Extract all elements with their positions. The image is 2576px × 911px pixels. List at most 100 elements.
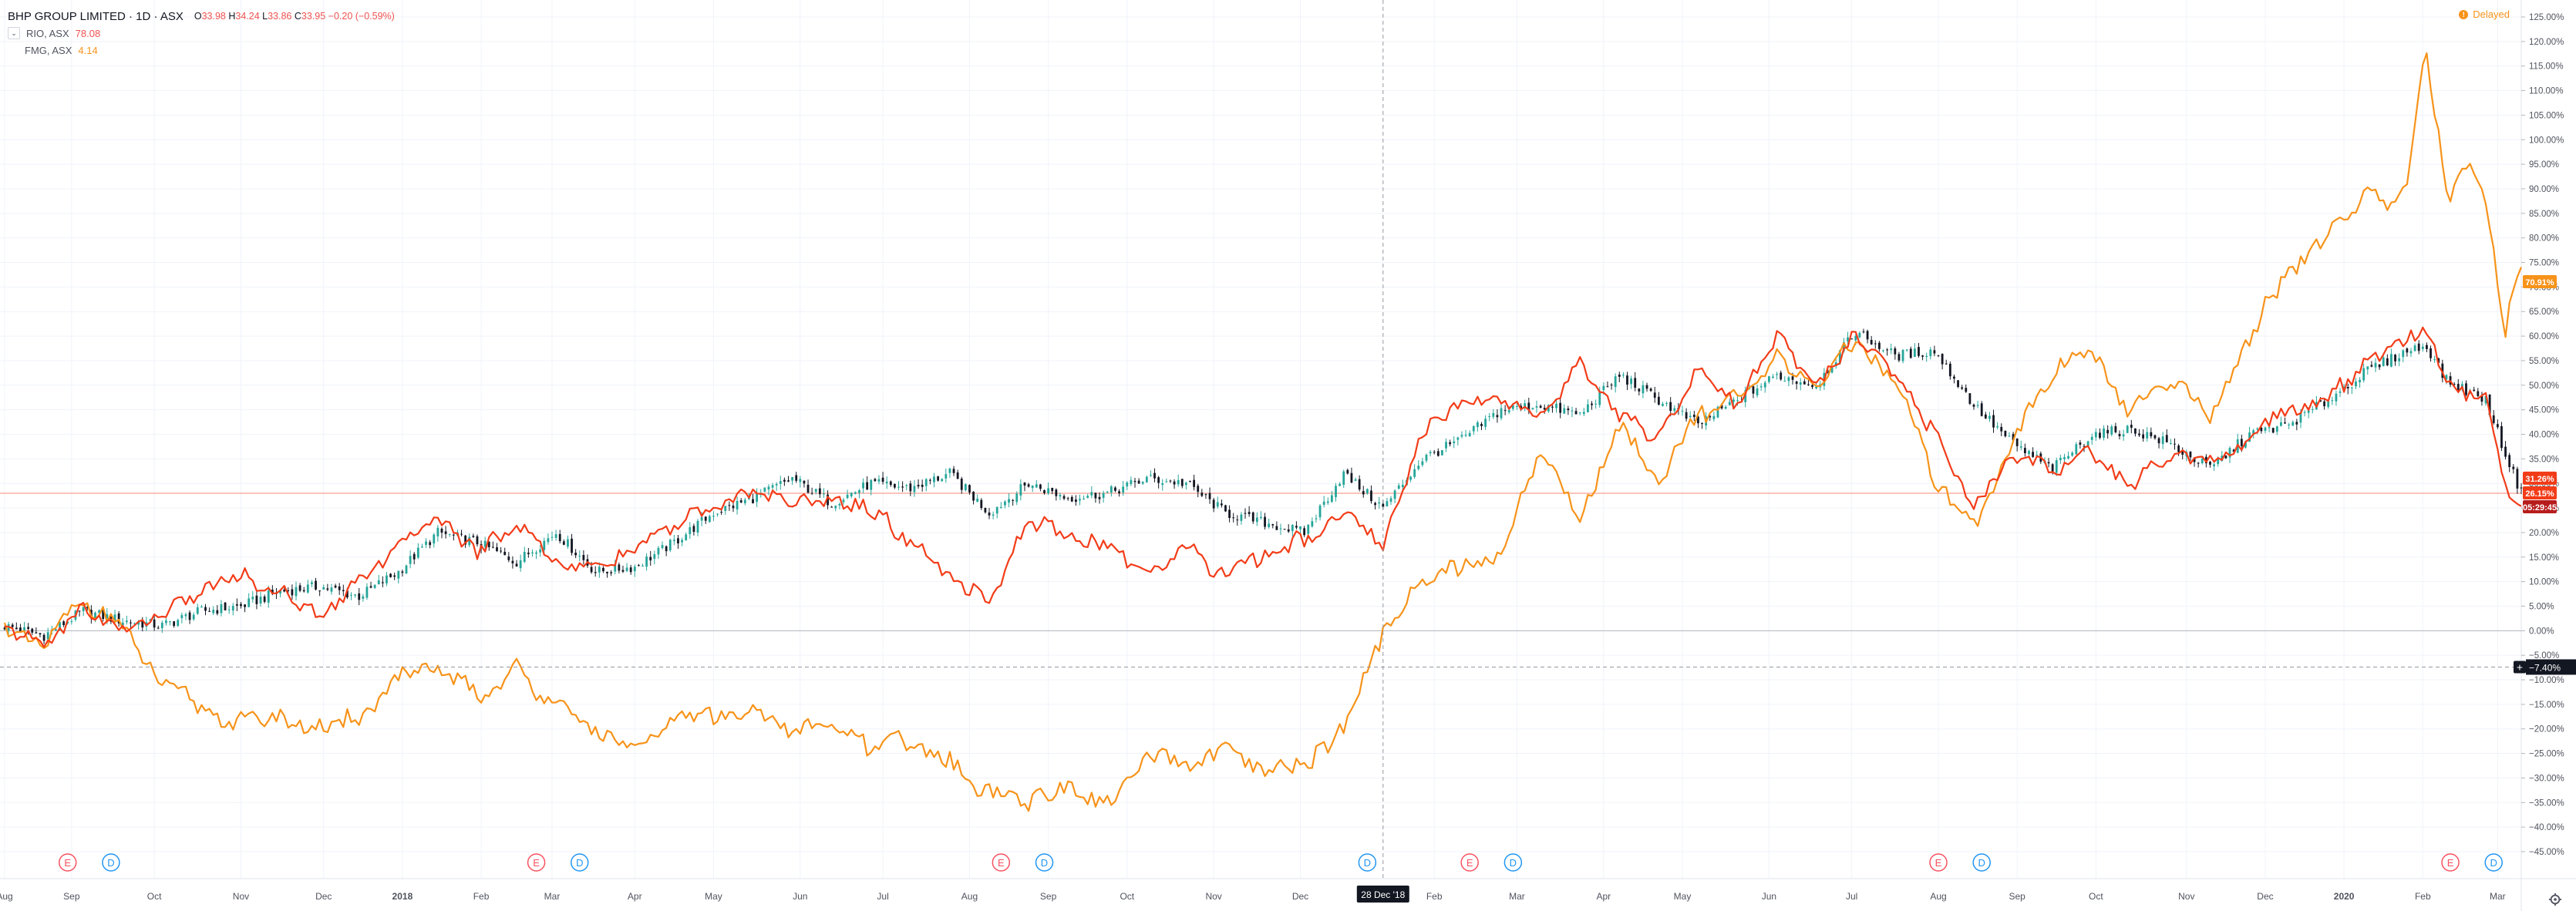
bhp-candle [1425,455,1428,461]
gear-icon[interactable] [2548,893,2562,906]
bhp-candle [1480,424,1483,426]
main-series-title: BHP GROUP LIMITED · 1D · ASX [8,9,184,23]
bhp-candle [429,542,432,546]
y-axis[interactable]: 125.00% 120.00% 115.00% 110.00% 105.00% 100.0… [2521,13,2564,857]
bhp-candle [881,477,884,482]
bhp-candle [567,539,569,547]
bhp-candle [177,620,180,627]
main-series-row[interactable]: BHP GROUP LIMITED · 1D · ASX O33.98 H34.… [8,8,395,25]
event-marker-label: D [107,857,114,869]
bhp-candle [1264,516,1266,527]
bhp-candle [637,565,640,566]
bhp-candle [1468,432,1471,437]
bhp-candle [1019,484,1022,496]
rio-last-value-label: 31.26% [2525,475,2554,484]
bhp-candle [1102,492,1105,498]
compare-row-fmg[interactable]: FMG, ASX 4.14 [8,42,395,59]
bhp-candle [1244,513,1247,514]
bhp-candle [2291,422,2295,426]
bhp-candle [1133,480,1136,482]
bhp-candle [1043,490,1046,493]
bhp-candle [2268,427,2271,429]
bhp-candle [2153,435,2157,439]
bhp-candle [1401,484,1404,488]
bhp-candle [1365,489,1369,494]
bhp-candle [2008,435,2011,437]
bhp-candle [1791,376,1794,380]
collapse-chevron-icon[interactable]: ⌄ [8,27,20,39]
bhp-candle [1524,403,1527,408]
bhp-candle [1445,442,1447,449]
bhp-candle [2252,430,2255,435]
bhp-candle [2453,384,2456,385]
bhp-candle [598,566,601,573]
bhp-candle [247,598,251,607]
bhp-candle [125,620,128,623]
rio-value: 78.08 [75,27,101,39]
bhp-candle [1062,496,1066,499]
bhp-candle [1681,411,1684,412]
bhp-candle [157,627,160,629]
bhp-candle [2390,354,2392,367]
bhp-candle [302,590,305,592]
bhp-candle [870,479,873,490]
bhp-candle [2075,444,2078,455]
bhp-candle [941,479,944,482]
bhp-candle [2271,428,2275,433]
bhp-candle [448,533,451,535]
compare-row-rio[interactable]: ⌄ RIO, ASX 78.08 [8,25,395,42]
bhp-candle [377,580,380,585]
bhp-candle [1500,408,1503,419]
bhp-candle [42,634,45,641]
bhp-candle [2339,391,2342,393]
bhp-candle [330,587,333,592]
bhp-candle [716,513,719,515]
bhp-candle [972,491,975,501]
crosshair-value-label: −7.40% [2529,662,2561,673]
x-axis[interactable]: Aug Sep Oct Nov Dec 2018 Feb Mar Apr May Jun Jul Aug… [0,891,2506,902]
y-tick-label: 35.00% [2529,455,2559,464]
x-tick-label: Aug [1930,891,1946,902]
bhp-candle [625,567,628,571]
bhp-candle [1232,517,1235,519]
fmg-last-value-box [2523,275,2557,289]
bhp-candle [2473,389,2476,392]
bhp-candle [55,629,57,631]
bhp-candle [350,594,352,596]
bhp-candle [425,541,427,545]
y-tick-label: 50.00% [2529,382,2559,391]
bhp-candle [1008,499,1010,503]
y-tick-label: 125.00% [2529,13,2564,22]
delayed-indicator[interactable]: ! Delayed [2459,8,2510,20]
y-tick-label: 65.00% [2529,308,2559,317]
bhp-candle [1421,461,1424,466]
y-tick-label: 5.00% [2529,602,2554,611]
bhp-candle [263,597,266,602]
bhp-candle [287,590,290,591]
bhp-candle [554,534,557,538]
bhp-candle [365,587,369,598]
bhp-candle [2083,445,2086,447]
x-tick-label: Jul [1846,891,1857,902]
bhp-candle [1591,403,1593,405]
y-tick-label: −10.00% [2529,676,2564,685]
y-tick-label: 85.00% [2529,210,2559,219]
bhp-candle [476,536,479,545]
bhp-candle [251,597,254,600]
bhp-candle [334,585,337,588]
bhp-candle [2362,368,2366,381]
bhp-candle [98,610,100,613]
bhp-candle [1992,415,1995,428]
bhp-candle [1413,469,1416,477]
bhp-candle [86,607,89,609]
bhp-candle [196,607,199,614]
bhp-candle [1322,501,1325,506]
bhp-candle [523,552,526,563]
bhp-candle [1110,486,1113,493]
bhp-candle [235,604,238,606]
bhp-candle [1114,487,1116,491]
bhp-candle [704,516,707,521]
bhp-candle [1389,498,1392,502]
